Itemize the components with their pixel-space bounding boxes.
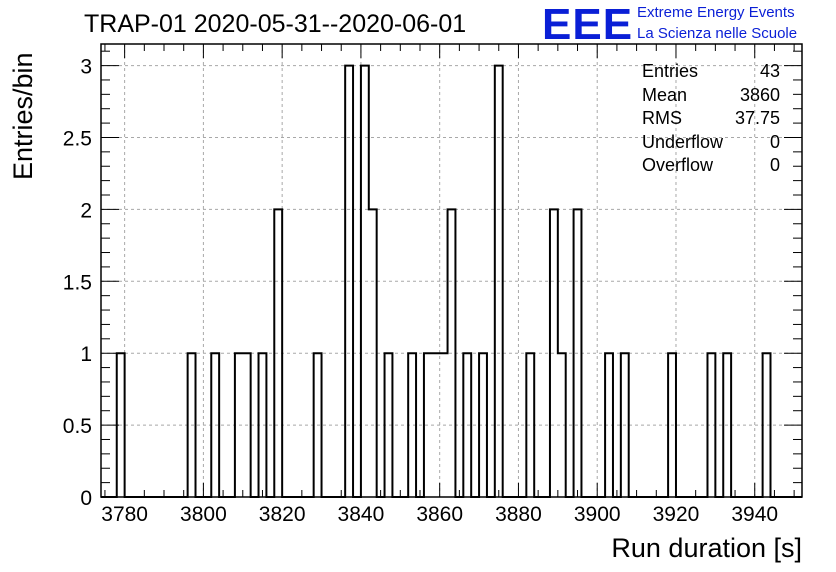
histogram-bin xyxy=(408,353,416,497)
histogram-outline xyxy=(101,64,802,498)
logo-line-1: Extreme Energy Events xyxy=(637,4,795,21)
x-tick-label: 3840 xyxy=(338,503,385,526)
x-tick-label: 3820 xyxy=(259,503,306,526)
histogram-bin xyxy=(668,353,676,497)
histogram-bin xyxy=(345,66,353,497)
histogram-bin xyxy=(479,353,487,497)
histogram-bin xyxy=(448,209,456,497)
histogram-bin xyxy=(314,353,322,497)
histogram-bin xyxy=(385,353,393,497)
x-tick-label: 3900 xyxy=(574,503,621,526)
x-tick-label: 3800 xyxy=(180,503,227,526)
stats-row-overflow: Overflow 0 xyxy=(642,154,780,178)
histogram-bin xyxy=(274,209,282,497)
x-tick-label: 3780 xyxy=(101,503,148,526)
x-tick-label: 3920 xyxy=(653,503,700,526)
stats-label: Mean xyxy=(642,84,688,105)
stats-box: Entries 43 Mean 3860 RMS 37.75 Underflow… xyxy=(642,60,780,178)
histogram-bin xyxy=(550,209,558,497)
stats-value: 37.75 xyxy=(734,108,780,128)
stats-value: 43 xyxy=(759,61,780,81)
histogram-bin xyxy=(707,353,715,497)
y-tick-label: 0.5 xyxy=(63,415,92,438)
histogram-bin xyxy=(259,353,267,497)
stats-value: 0 xyxy=(769,155,780,175)
histogram-bin xyxy=(723,353,731,497)
x-tick-label: 3860 xyxy=(416,503,463,526)
stats-row-rms: RMS 37.75 xyxy=(642,107,780,131)
eee-logo: EEE xyxy=(542,0,634,49)
stats-label: Underflow xyxy=(642,131,724,152)
histogram-bin xyxy=(243,353,251,497)
stats-label: Overflow xyxy=(642,155,714,175)
y-tick-label: 1.5 xyxy=(63,271,92,294)
stats-row-mean: Mean 3860 xyxy=(642,84,780,108)
x-tick-label: 3880 xyxy=(495,503,542,526)
histogram-bin xyxy=(526,353,534,497)
y-tick-label: 3 xyxy=(80,56,92,79)
x-tick-label: 3940 xyxy=(731,503,778,526)
histogram-bin xyxy=(463,353,471,497)
histogram-bin xyxy=(188,353,196,497)
histogram-bin xyxy=(361,66,369,497)
histogram-bin xyxy=(440,353,448,497)
stats-label: RMS xyxy=(642,108,682,128)
y-tick-label: 2.5 xyxy=(63,127,92,150)
histogram-bin xyxy=(369,209,377,497)
y-tick-label: 2 xyxy=(80,199,92,222)
logo-line-2: La Scienza nelle Scuole xyxy=(637,25,798,42)
stats-value: 0 xyxy=(769,131,780,152)
histogram-bin xyxy=(211,353,219,497)
histogram-bin xyxy=(558,353,566,497)
plot-frame xyxy=(100,43,803,498)
stats-label: Entries xyxy=(642,61,699,81)
y-tick-label: 1 xyxy=(80,343,92,366)
histogram-bin xyxy=(763,353,771,497)
stats-row-entries: Entries 43 xyxy=(642,60,780,84)
y-axis-label: Entries/bin xyxy=(8,52,38,180)
stats-row-underflow: Underflow 0 xyxy=(642,131,780,155)
histogram-bin xyxy=(432,353,440,497)
histogram-bin xyxy=(424,353,432,497)
histogram-bin xyxy=(621,353,629,497)
histogram-bin xyxy=(605,353,613,497)
chart-title: TRAP-01 2020-05-31--2020-06-01 xyxy=(84,10,467,38)
stats-value: 3860 xyxy=(739,84,780,105)
x-axis-label: Run duration [s] xyxy=(611,533,802,563)
histogram-bin xyxy=(574,209,582,497)
histogram-bin xyxy=(235,353,243,497)
histogram-bin xyxy=(495,66,503,497)
y-tick-label: 0 xyxy=(80,487,92,510)
